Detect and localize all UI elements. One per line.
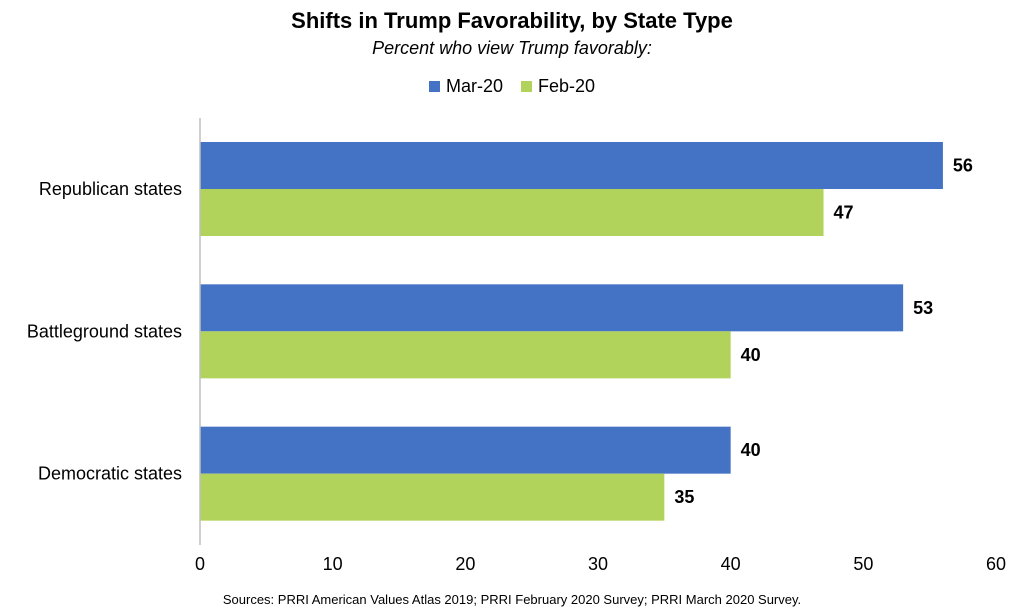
x-tick-label-50: 50 <box>853 554 873 574</box>
legend-label-mar-20: Mar-20 <box>445 76 503 96</box>
bar-democratic-states-feb-20 <box>200 473 665 521</box>
category-label-republican-states: Republican states <box>39 179 182 199</box>
legend-item-feb-20: Feb-20 <box>520 76 596 97</box>
x-tick-label-30: 30 <box>588 554 608 574</box>
x-tick-label-20: 20 <box>455 554 475 574</box>
value-label-battleground-states-feb-20: 40 <box>741 345 761 365</box>
legend: Mar-20 Feb-20 <box>0 76 1024 97</box>
value-label-democratic-states-feb-20: 35 <box>674 487 694 507</box>
value-label-democratic-states-mar-20: 40 <box>741 440 761 460</box>
value-label-republican-states-feb-20: 47 <box>834 203 854 223</box>
category-label-battleground-states: Battleground states <box>27 321 182 341</box>
x-tick-label-10: 10 <box>323 554 343 574</box>
x-tick-label-0: 0 <box>195 554 205 574</box>
bar-battleground-states-mar-20 <box>200 284 904 332</box>
bar-democratic-states-mar-20 <box>200 426 731 474</box>
chart-subtitle: Percent who view Trump favorably: <box>372 38 652 58</box>
bar-republican-states-mar-20 <box>200 142 943 189</box>
legend-swatch-feb-20 <box>520 81 532 92</box>
value-label-battleground-states-mar-20: 53 <box>913 298 933 318</box>
category-label-democratic-states: Democratic states <box>38 464 182 484</box>
source-note: Sources: PRRI American Values Atlas 2019… <box>222 592 802 607</box>
bar-republican-states-feb-20 <box>200 189 824 236</box>
bar-battleground-states-feb-20 <box>200 331 731 379</box>
legend-item-mar-20: Mar-20 <box>428 76 503 97</box>
value-label-republican-states-mar-20: 56 <box>953 156 973 176</box>
x-tick-label-60: 60 <box>986 554 1006 574</box>
chart-title: Shifts in Trump Favorability, by State T… <box>291 8 733 33</box>
legend-label-feb-20: Feb-20 <box>537 76 596 96</box>
legend-swatch-mar-20 <box>428 81 440 92</box>
x-tick-label-40: 40 <box>721 554 741 574</box>
